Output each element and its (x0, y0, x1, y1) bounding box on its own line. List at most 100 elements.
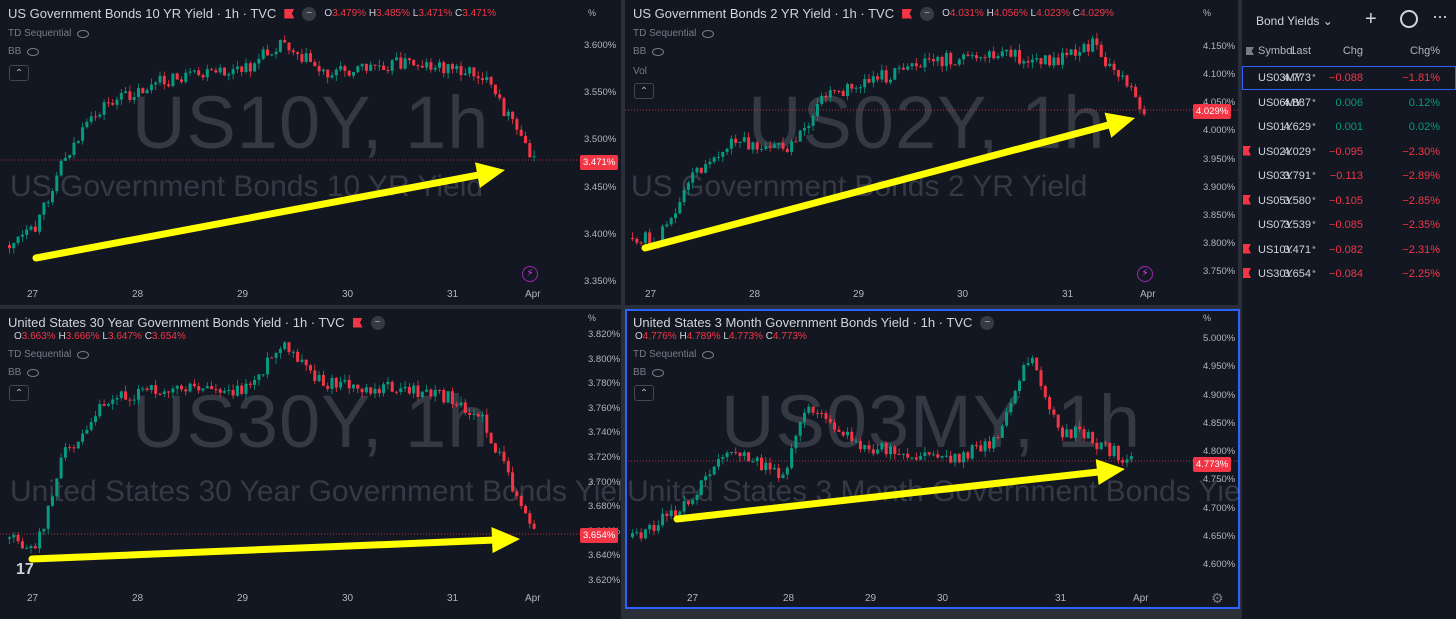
watchlist-row[interactable]: US10Y • 3.471 −0.082 −2.31% (1242, 238, 1456, 262)
watchlist-row[interactable]: US03Y • 3.791 −0.113 −2.89% (1242, 164, 1456, 188)
watchlist-row[interactable]: US06MY • 4.887 0.006 0.12% (1242, 91, 1456, 115)
minus-icon[interactable]: − (980, 315, 995, 330)
candle-body (218, 67, 222, 73)
candle-body (1099, 44, 1103, 58)
eye-hidden-icon[interactable] (652, 47, 665, 56)
indicator-td-sequential[interactable]: TD Sequential (8, 349, 90, 360)
chart-title[interactable]: US Government Bonds 10 YR Yield · 1h · T… (8, 6, 277, 21)
indicator-bb[interactable]: BB (633, 46, 665, 57)
eye-hidden-icon[interactable] (27, 47, 40, 56)
minus-icon[interactable]: − (370, 315, 385, 330)
candle-body (356, 66, 360, 73)
chart-pane-us02y[interactable]: US02Y, 1h US Government Bonds 2 YR Yield… (625, 0, 1238, 305)
trend-arrow-head[interactable] (1104, 112, 1135, 138)
candle-body (524, 505, 527, 514)
flag-icon[interactable] (352, 317, 363, 328)
eye-hidden-icon[interactable] (27, 368, 40, 377)
eye-hidden-icon[interactable] (652, 368, 665, 377)
watchlist-title[interactable]: Bond Yields ⌄ (1256, 14, 1333, 28)
trend-arrow-line[interactable] (32, 171, 481, 262)
candle-body (317, 66, 321, 72)
chevron-down-icon[interactable]: ⌄ (1322, 14, 1333, 28)
tradingview-logo-icon[interactable]: 17 (16, 561, 34, 578)
settings-gear-icon[interactable]: ⚙ (1211, 590, 1224, 606)
chart-title[interactable]: United States 3 Month Government Bonds Y… (633, 315, 973, 330)
eye-hidden-icon[interactable] (702, 29, 715, 38)
candle-body (863, 445, 867, 450)
chart-title[interactable]: US Government Bonds 2 YR Yield · 1h · TV… (633, 6, 895, 21)
col-chgp[interactable]: Chg% (1410, 45, 1440, 57)
candles-plot[interactable] (0, 309, 621, 619)
chevron-up-icon[interactable]: ⌃ (634, 385, 654, 401)
candle-body (1039, 370, 1043, 387)
candle-body (742, 452, 746, 457)
col-symbol[interactable]: Symbol (1258, 45, 1295, 57)
eye-hidden-icon[interactable] (702, 350, 715, 359)
candles-plot[interactable] (625, 0, 1238, 305)
indicator-bb[interactable]: BB (8, 367, 40, 378)
watchlist-row[interactable]: US07Y • 3.539 −0.085 −2.35% (1242, 213, 1456, 237)
candle-body (102, 404, 106, 406)
add-symbol-icon[interactable]: + (1365, 8, 1377, 30)
candle-body (1061, 52, 1064, 65)
trend-arrow-line[interactable] (641, 121, 1112, 252)
flag-icon[interactable] (1243, 145, 1251, 156)
candle-body (704, 476, 708, 481)
chevron-up-icon[interactable]: ⌃ (634, 83, 654, 99)
row-chg: −0.113 (1329, 170, 1363, 182)
candle-body (20, 234, 24, 237)
candle-body (1030, 59, 1034, 63)
flag-icon[interactable] (1243, 268, 1251, 278)
chart-pane-us03my[interactable]: US03MY, 1h United States 3 Month Governm… (625, 309, 1240, 609)
lightning-icon[interactable]: ⚡ (522, 266, 538, 282)
eye-hidden-icon[interactable] (77, 350, 90, 359)
indicator-td-sequential[interactable]: TD Sequential (8, 28, 90, 39)
indicator-vol[interactable]: Vol (633, 66, 647, 77)
candles-plot[interactable] (0, 0, 621, 305)
trend-arrow-line[interactable] (673, 468, 1101, 523)
row-symbol: US05Y (1258, 194, 1293, 207)
flag-icon[interactable] (902, 8, 913, 19)
flag-icon[interactable] (284, 8, 295, 19)
x-axis-label: 31 (1062, 289, 1074, 300)
col-chg[interactable]: Chg (1342, 45, 1363, 57)
candle-body (781, 143, 785, 149)
col-last[interactable]: Last (1290, 45, 1311, 57)
trend-arrow-head[interactable] (1095, 459, 1125, 486)
indicator-bb[interactable]: BB (633, 367, 665, 378)
chart-pane-us30y[interactable]: US30Y, 1h United States 30 Year Governme… (0, 309, 621, 619)
advanced-view-icon[interactable] (1400, 10, 1418, 28)
candle-body (240, 385, 244, 394)
candles-plot[interactable] (625, 309, 1240, 609)
indicator-td-sequential[interactable]: TD Sequential (633, 349, 715, 360)
trend-arrow-head[interactable] (491, 527, 520, 554)
chevron-up-icon[interactable]: ⌃ (9, 385, 29, 401)
candle-body (364, 387, 368, 393)
candle-body (330, 75, 334, 78)
flag-icon[interactable] (1243, 194, 1251, 205)
indicator-td-sequential[interactable]: TD Sequential (633, 28, 715, 39)
minus-icon[interactable]: − (920, 6, 935, 21)
watchlist-row[interactable]: US03MY • 4.773 −0.088 −1.81% (1242, 66, 1456, 90)
chart-title[interactable]: United States 30 Year Government Bonds Y… (8, 315, 345, 330)
lightning-icon[interactable]: ⚡ (1137, 266, 1153, 282)
more-icon[interactable]: ··· (1432, 6, 1448, 26)
watchlist-row[interactable]: US05Y • 3.580 −0.105 −2.85% (1242, 189, 1456, 213)
minus-icon[interactable]: − (302, 6, 317, 21)
candle-body (459, 65, 463, 76)
eye-hidden-icon[interactable] (77, 29, 90, 38)
candle-body (1035, 357, 1039, 371)
candle-body (734, 451, 738, 453)
chart-pane-us10y[interactable]: US10Y, 1h US Government Bonds 10 YR Yiel… (0, 0, 621, 305)
flag-icon[interactable] (1243, 243, 1251, 254)
chevron-up-icon[interactable]: ⌃ (9, 65, 29, 81)
indicator-bb[interactable]: BB (8, 46, 40, 57)
watchlist-row[interactable]: US30Y • 3.654 −0.084 −2.25% (1242, 262, 1456, 286)
candle-body (854, 440, 858, 442)
candle-body (747, 452, 751, 462)
watchlist-row[interactable]: US01Y • 4.629 0.001 0.02% (1242, 115, 1456, 139)
flag-icon[interactable] (1246, 47, 1254, 55)
trend-arrow-line[interactable] (28, 536, 496, 563)
watchlist-row[interactable]: US02Y • 4.029 −0.095 −2.30% (1242, 140, 1456, 164)
trend-arrow-head[interactable] (475, 162, 505, 188)
